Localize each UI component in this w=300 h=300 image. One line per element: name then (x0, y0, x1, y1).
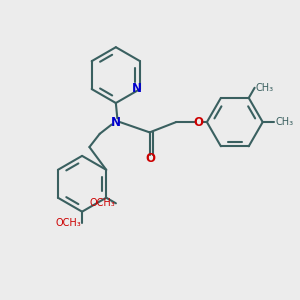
Text: O: O (193, 116, 203, 129)
Text: OCH₃: OCH₃ (89, 198, 115, 208)
Text: N: N (111, 116, 121, 129)
Text: O: O (146, 152, 155, 165)
Text: OCH₃: OCH₃ (56, 218, 81, 228)
Text: N: N (131, 82, 142, 95)
Text: CH₃: CH₃ (275, 117, 293, 127)
Text: CH₃: CH₃ (256, 83, 274, 93)
